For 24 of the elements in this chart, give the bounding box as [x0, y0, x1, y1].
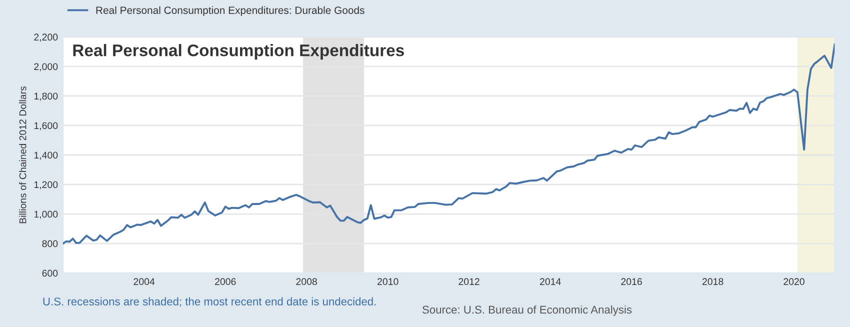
y-tick-label: 600: [42, 270, 58, 277]
x-tick-label: 2006: [215, 278, 236, 286]
x-tick-label: 2010: [378, 278, 398, 286]
x-tick-label: 2016: [621, 278, 642, 286]
x-tick-label: 2012: [458, 278, 480, 286]
source-note: Source: U.S. Bureau of Economic Analysis: [422, 305, 632, 316]
x-tick-label: 2020: [784, 278, 804, 286]
x-tick-label: 2004: [134, 278, 155, 286]
x-tick-label: 2008: [296, 278, 317, 286]
y-tick-label: 2,200: [34, 34, 58, 42]
x-tick-label: 2014: [540, 278, 561, 286]
y-tick-label: 1,400: [34, 152, 58, 160]
y-tick-label: 800: [42, 240, 58, 248]
y-tick-label: 1,800: [34, 92, 58, 101]
chart-title: Real Personal Consumption Expenditures: [73, 44, 404, 60]
y-tick-label: 1,000: [34, 210, 58, 219]
legend-label: Real Personal Consumption Expenditures: Durable Goods: [96, 6, 364, 16]
y-tick-label: 2,000: [34, 63, 58, 72]
y-tick-label: 1,200: [34, 181, 58, 190]
y-tick-label: 1,600: [34, 122, 58, 130]
line-series: [62, 44, 835, 245]
x-tick-label: 2018: [702, 278, 724, 286]
text: U.S. recessions are shaded; the most recent end date is undecided.: [43, 297, 376, 307]
y-axis-title: Billions of Chained 2012 Dollars: [19, 86, 26, 224]
